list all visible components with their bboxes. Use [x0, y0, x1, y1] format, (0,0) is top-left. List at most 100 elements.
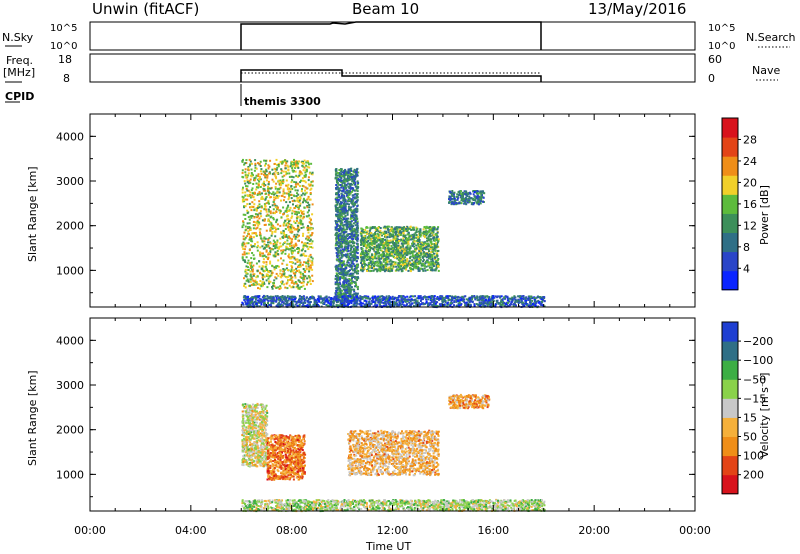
echo-cell: [245, 279, 248, 282]
echo-cell: [336, 275, 339, 277]
echo-cell: [395, 247, 398, 250]
echo-cell: [375, 252, 378, 255]
echo-cell: [256, 194, 259, 196]
echo-cell: [279, 285, 282, 288]
echo-cell: [436, 245, 439, 248]
echo-cell: [274, 255, 277, 258]
echo-cell: [363, 263, 366, 265]
echo-cell: [268, 165, 271, 168]
echo-cell: [397, 259, 400, 261]
echo-cell: [307, 176, 310, 179]
echo-cell: [241, 191, 244, 194]
echo-cell: [353, 252, 356, 255]
echo-cell: [278, 183, 281, 186]
echo-cell: [275, 272, 278, 275]
echo-cell: [302, 185, 305, 188]
echo-cell: [270, 300, 273, 303]
echo-cell: [350, 198, 353, 201]
echo-cell: [355, 232, 358, 235]
echo-cell: [268, 236, 271, 239]
echo-cell: [480, 198, 483, 201]
echo-cell: [355, 260, 358, 263]
echo-cell: [346, 176, 349, 179]
echo-cell: [284, 228, 287, 230]
echo-cell: [403, 250, 406, 253]
echo-cell: [284, 241, 287, 244]
echo-cell: [415, 263, 418, 266]
echo-cell: [266, 274, 269, 276]
echo-cell: [258, 217, 261, 220]
echo-cell: [285, 160, 287, 163]
echo-cell: [341, 204, 344, 207]
echo-cell: [377, 243, 380, 246]
echo-cell: [336, 280, 338, 283]
echo-cell: [246, 209, 249, 212]
echo-cell: [308, 172, 311, 175]
echo-cell: [340, 177, 343, 180]
echo-cell: [287, 256, 290, 259]
echo-cell: [334, 198, 337, 200]
echo-cell: [339, 264, 342, 267]
echo-cell: [302, 169, 305, 172]
echo-cell: [347, 243, 350, 246]
echo-cell: [304, 171, 307, 174]
echo-cell: [276, 207, 279, 210]
echo-cell: [382, 246, 385, 249]
echo-cell: [350, 294, 353, 297]
echo-cell: [344, 289, 347, 292]
echo-cell: [250, 205, 253, 208]
echo-cell: [480, 301, 483, 304]
echo-cell: [385, 248, 388, 251]
echo-cell: [419, 230, 422, 233]
echo-cell: [437, 240, 440, 243]
echo-cell: [303, 242, 306, 245]
echo-cell: [427, 231, 430, 233]
echo-cell: [346, 213, 349, 216]
echo-cell: [338, 281, 341, 284]
echo-cell: [311, 268, 314, 271]
echo-cell: [351, 277, 353, 280]
echo-cell: [337, 178, 340, 180]
echo-cell: [304, 173, 307, 176]
echo-cell: [242, 303, 245, 306]
echo-cell: [342, 226, 345, 229]
echo-cell: [287, 183, 290, 186]
echo-cell: [306, 235, 309, 238]
echo-cell: [343, 197, 346, 200]
echo-cell: [288, 253, 290, 256]
echo-cell: [406, 225, 409, 228]
echo-cell: [282, 250, 284, 253]
echo-cell: [243, 253, 246, 256]
echo-cell: [377, 238, 379, 241]
echo-cell: [292, 164, 295, 166]
echo-cell: [341, 238, 344, 241]
echo-cell: [335, 289, 338, 292]
echo-cell: [302, 213, 305, 216]
echo-cell: [364, 249, 367, 252]
echo-cell: [448, 200, 451, 203]
echo-cell: [257, 295, 260, 298]
echo-cell: [426, 252, 428, 255]
echo-cell: [345, 247, 348, 250]
echo-cell: [418, 232, 421, 235]
echo-cell: [293, 269, 296, 271]
echo-cell: [299, 265, 302, 268]
echo-cell: [371, 296, 374, 299]
echo-cell: [345, 255, 347, 258]
echo-cell: [355, 221, 358, 224]
echo-cell: [301, 249, 303, 252]
echo-cell: [307, 231, 310, 234]
echo-cell: [334, 228, 337, 231]
echo-cell: [422, 243, 425, 245]
echo-cell: [283, 268, 286, 271]
echo-cell: [401, 228, 403, 231]
echo-cell: [431, 255, 434, 258]
echo-cell: [251, 187, 254, 190]
echo-cell: [367, 243, 369, 246]
echo-cell: [242, 259, 245, 262]
echo-cell: [335, 193, 337, 196]
echo-cell: [476, 196, 479, 199]
echo-cell: [493, 296, 496, 299]
echo-cell: [267, 245, 270, 248]
echo-cell: [267, 258, 269, 261]
